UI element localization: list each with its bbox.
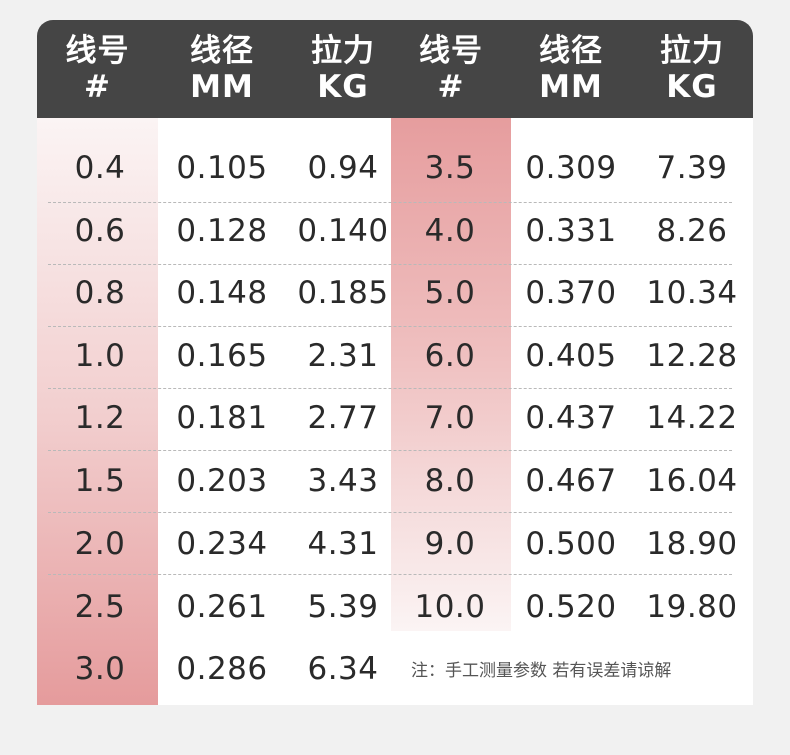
right-size-cell: 8.0	[424, 463, 476, 499]
row-separator	[48, 326, 732, 327]
left-tension-cell: 0.140	[297, 213, 389, 249]
header-size-left-label: 线号	[65, 33, 130, 69]
right-tension-cell: 19.80	[646, 589, 738, 625]
right-tension-cell: 10.34	[646, 275, 738, 311]
header-diameter-left-label: 线径	[190, 33, 254, 69]
header-size-right-unit: #	[437, 69, 465, 105]
table-header: 线号 # 线径 MM 拉力 KG 线号 # 线径 MM 拉力 KG	[37, 20, 753, 118]
right-tension-cell: 12.28	[646, 338, 738, 374]
measurement-disclaimer: 注：手工测量参数 若有误差请谅解	[411, 660, 672, 681]
right-size-cell: 5.0	[424, 275, 476, 311]
header-tension-left-unit: KG	[317, 69, 369, 105]
header-tension-left: 拉力 KG	[283, 20, 403, 118]
left-size-cell: 1.5	[74, 463, 126, 499]
left-diameter-cell: 0.105	[176, 150, 268, 186]
right-size-cell: 9.0	[424, 526, 476, 562]
header-diameter-right-unit: MM	[539, 69, 603, 105]
header-tension-right-unit: KG	[666, 69, 718, 105]
right-diameter-cell: 0.370	[525, 275, 617, 311]
header-diameter-left-unit: MM	[190, 69, 254, 105]
right-size-column-highlight	[391, 118, 511, 631]
left-diameter-cell: 0.165	[176, 338, 268, 374]
right-diameter-cell: 0.437	[525, 400, 617, 436]
right-diameter-cell: 0.500	[525, 526, 617, 562]
left-tension-cell: 2.31	[307, 338, 379, 374]
left-diameter-cell: 0.203	[176, 463, 268, 499]
left-tension-cell: 2.77	[307, 400, 379, 436]
row-separator	[48, 450, 732, 451]
left-size-cell: 0.6	[74, 213, 126, 249]
left-size-cell: 2.0	[74, 526, 126, 562]
right-diameter-cell: 0.405	[525, 338, 617, 374]
header-size-left: 线号 #	[37, 20, 158, 118]
header-diameter-right-label: 线径	[539, 33, 603, 69]
header-tension-right: 拉力 KG	[632, 20, 752, 118]
header-size-right-label: 线号	[419, 33, 483, 69]
left-size-cell: 0.4	[74, 150, 126, 186]
left-diameter-cell: 0.234	[176, 526, 268, 562]
header-diameter-left: 线径 MM	[162, 20, 282, 118]
right-tension-cell: 16.04	[646, 463, 738, 499]
right-size-cell: 10.0	[414, 589, 486, 625]
right-diameter-cell: 0.331	[525, 213, 617, 249]
left-tension-cell: 0.185	[297, 275, 389, 311]
left-tension-cell: 5.39	[307, 589, 379, 625]
left-diameter-cell: 0.148	[176, 275, 268, 311]
left-size-cell: 2.5	[74, 589, 126, 625]
row-separator	[48, 574, 732, 575]
right-diameter-cell: 0.467	[525, 463, 617, 499]
header-size-left-unit: #	[84, 69, 111, 105]
left-diameter-cell: 0.128	[176, 213, 268, 249]
left-tension-cell: 6.34	[307, 651, 379, 687]
right-size-cell: 7.0	[424, 400, 476, 436]
left-size-cell: 3.0	[74, 651, 126, 687]
left-tension-cell: 0.94	[307, 150, 379, 186]
header-tension-right-label: 拉力	[660, 33, 724, 69]
row-separator	[48, 202, 732, 203]
left-tension-cell: 3.43	[307, 463, 379, 499]
right-tension-cell: 18.90	[646, 526, 738, 562]
header-size-right: 线号 #	[391, 20, 511, 118]
right-tension-cell: 7.39	[656, 150, 728, 186]
right-diameter-cell: 0.309	[525, 150, 617, 186]
left-diameter-cell: 0.286	[176, 651, 268, 687]
right-diameter-cell: 0.520	[525, 589, 617, 625]
left-diameter-cell: 0.261	[176, 589, 268, 625]
row-separator	[48, 512, 732, 513]
right-tension-cell: 8.26	[656, 213, 728, 249]
left-size-column-highlight	[37, 118, 158, 705]
right-size-cell: 3.5	[424, 150, 476, 186]
header-tension-left-label: 拉力	[311, 33, 375, 69]
right-size-cell: 6.0	[424, 338, 476, 374]
left-tension-cell: 4.31	[307, 526, 379, 562]
left-size-cell: 0.8	[74, 275, 126, 311]
left-diameter-cell: 0.181	[176, 400, 268, 436]
left-size-cell: 1.0	[74, 338, 126, 374]
left-size-cell: 1.2	[74, 400, 126, 436]
right-tension-cell: 14.22	[646, 400, 738, 436]
row-separator	[48, 388, 732, 389]
right-size-cell: 4.0	[424, 213, 476, 249]
row-separator	[48, 264, 732, 265]
header-diameter-right: 线径 MM	[511, 20, 631, 118]
